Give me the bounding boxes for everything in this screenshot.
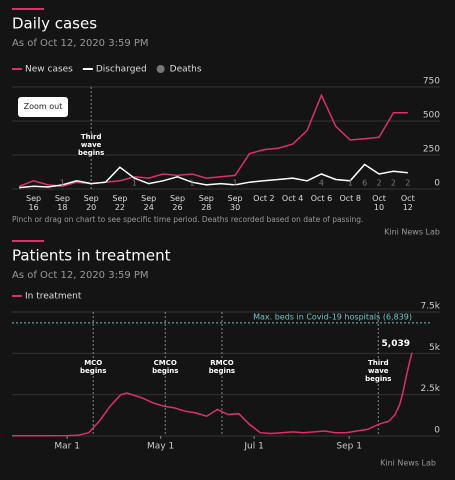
x-tick-label: Mar 1: [54, 442, 80, 452]
x-tick-label: Oct 12: [400, 194, 415, 212]
y-tick-label: 2.5k: [420, 384, 440, 394]
series-line: [12, 352, 413, 437]
legend-label: Deaths: [170, 65, 202, 75]
y-tick-label: 5k: [429, 343, 441, 353]
death-count: 1: [233, 179, 238, 188]
x-tick-label: Sep 16: [26, 194, 42, 212]
zoom-button[interactable]: Zoom out: [18, 97, 68, 117]
y-tick-label: 0: [434, 179, 440, 189]
series-line: [19, 163, 408, 189]
chart-note: Pinch or drag on chart to see specific t…: [12, 215, 363, 224]
y-tick-label: 0: [434, 426, 440, 436]
death-count: 2: [391, 179, 396, 188]
annotation-label: MCO begins: [77, 359, 110, 375]
x-tick-label: Oct 8: [339, 194, 361, 203]
y-tick-label: 500: [423, 111, 440, 121]
accent-bar: [12, 8, 44, 10]
x-tick-label: Oct 6: [310, 194, 333, 203]
y-tick-label: 250: [423, 145, 440, 155]
x-tick-label: Sep 28: [198, 194, 214, 212]
x-tick-label: Oct 2: [253, 194, 275, 203]
legend-label: In treatment: [25, 292, 82, 302]
x-tick-label: Sep 30: [227, 194, 243, 212]
death-count: 2: [405, 179, 410, 188]
credit: Kini News Lab: [380, 459, 436, 468]
x-tick-label: Oct 4: [281, 194, 304, 203]
value-label: 5,039: [382, 339, 410, 349]
x-tick-label: Jul 1: [243, 442, 263, 452]
x-tick-label: Oct 10: [372, 194, 386, 212]
x-tick-label: Sep 1: [336, 442, 362, 452]
x-tick-label: Sep 24: [141, 194, 157, 212]
credit: Kini News Lab: [384, 228, 440, 237]
x-tick-label: Sep 22: [112, 194, 128, 212]
x-tick-label: Sep 26: [169, 194, 186, 212]
reference-label: Max. beds in Covid-19 hospitals (6,839): [253, 312, 412, 321]
death-count: 4: [319, 179, 324, 188]
annotation-label: CMCO begins: [149, 359, 182, 375]
chart-title: Patients in treatment: [12, 247, 171, 265]
death-count: 1: [132, 179, 137, 188]
annotation-label: RMCO begins: [205, 359, 238, 375]
death-count: 6: [362, 179, 367, 188]
legend-label: Discharged: [96, 65, 147, 75]
annotation-label: Third wave begins: [77, 133, 106, 157]
chart-title: Daily cases: [12, 15, 97, 33]
legend-label: New cases: [25, 65, 73, 75]
x-tick-label: Sep 18: [54, 194, 70, 212]
y-tick-label: 7.5k: [420, 302, 440, 312]
annotation-label: Third wave begins: [362, 359, 395, 383]
death-count: 1: [60, 179, 65, 188]
y-tick-label: 750: [423, 77, 440, 87]
chart-subtitle: As of Oct 12, 2020 3:59 PM: [12, 270, 149, 281]
death-count: 2: [376, 179, 381, 188]
death-count: 1: [189, 179, 194, 188]
x-tick-label: Sep 20: [83, 194, 99, 212]
chart-subtitle: As of Oct 12, 2020 3:59 PM: [12, 38, 149, 49]
legend-dot: [156, 65, 165, 73]
death-count: 1: [348, 179, 353, 188]
accent-bar: [12, 240, 44, 242]
x-tick-label: May 1: [147, 442, 174, 452]
